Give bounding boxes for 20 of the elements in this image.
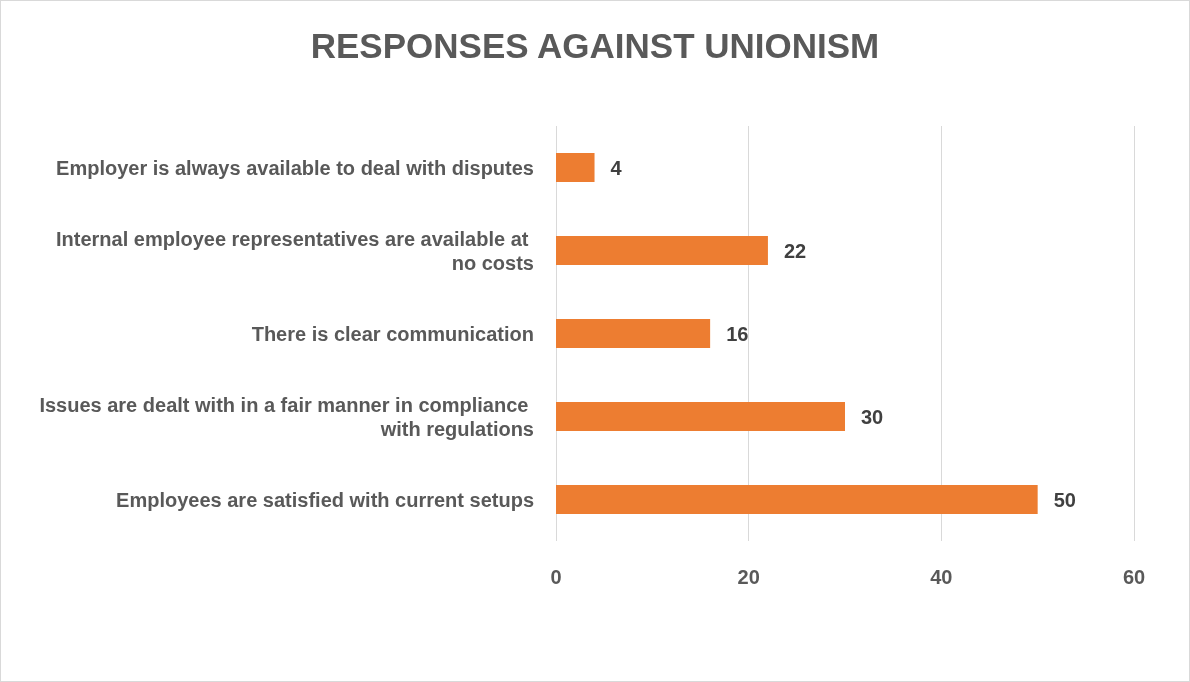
- bar: [556, 152, 595, 183]
- bar: [556, 401, 845, 432]
- data-label: 30: [861, 405, 884, 428]
- y-tick-label: Issues are dealt with in a fair manner in compliance with regulations: [39, 393, 534, 440]
- y-tick-label: Employees are satisfied with current setups: [116, 488, 534, 511]
- bar: [556, 235, 768, 266]
- x-tick-label: 0: [550, 566, 562, 588]
- data-label: 50: [1053, 488, 1076, 511]
- data-label: 4: [610, 156, 623, 179]
- y-tick-label: Internal employee representatives are available at no costs: [55, 227, 534, 274]
- data-label: 16: [726, 322, 749, 345]
- y-tick-label: There is clear communication: [251, 322, 534, 345]
- data-label: 22: [783, 239, 807, 262]
- x-tick-label: 60: [1122, 566, 1146, 588]
- x-tick-label: 40: [930, 566, 953, 588]
- chart-title: RESPONSES AGAINST UNIONISM: [310, 26, 880, 65]
- bar: [556, 318, 711, 349]
- bar: [556, 484, 1038, 515]
- y-tick-label: Employer is always available to deal with disputes: [56, 156, 534, 179]
- x-tick-label: 20: [737, 566, 760, 588]
